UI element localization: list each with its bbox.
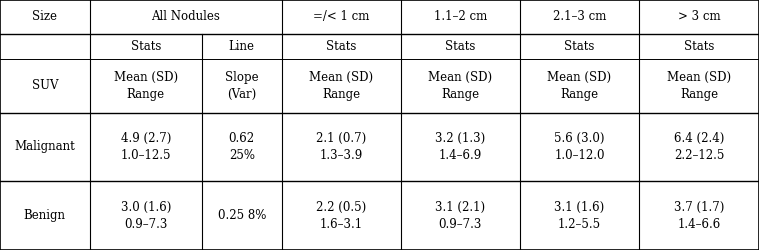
Text: 2.2 (0.5)
1.6–3.1: 2.2 (0.5) 1.6–3.1 <box>316 200 367 230</box>
Text: Stats: Stats <box>445 40 476 53</box>
Text: All Nodules: All Nodules <box>151 10 220 24</box>
Text: Stats: Stats <box>131 40 161 53</box>
Text: 0.25 8%: 0.25 8% <box>218 209 266 222</box>
Text: 3.1 (2.1)
0.9–7.3: 3.1 (2.1) 0.9–7.3 <box>435 200 486 230</box>
Text: SUV: SUV <box>32 79 58 92</box>
Text: 3.2 (1.3)
1.4–6.9: 3.2 (1.3) 1.4–6.9 <box>435 132 486 162</box>
Text: Mean (SD)
Range: Mean (SD) Range <box>547 70 612 101</box>
Text: Stats: Stats <box>684 40 714 53</box>
Text: Mean (SD)
Range: Mean (SD) Range <box>309 70 373 101</box>
Text: Mean (SD)
Range: Mean (SD) Range <box>114 70 178 101</box>
Text: 2.1 (0.7)
1.3–3.9: 2.1 (0.7) 1.3–3.9 <box>316 132 367 162</box>
Text: 1.1–2 cm: 1.1–2 cm <box>433 10 487 24</box>
Text: Size: Size <box>33 10 57 24</box>
Text: Stats: Stats <box>564 40 595 53</box>
Text: > 3 cm: > 3 cm <box>678 10 720 24</box>
Text: Stats: Stats <box>326 40 357 53</box>
Text: 6.4 (2.4)
2.2–12.5: 6.4 (2.4) 2.2–12.5 <box>674 132 724 162</box>
Text: 5.6 (3.0)
1.0–12.0: 5.6 (3.0) 1.0–12.0 <box>554 132 605 162</box>
Text: 3.1 (1.6)
1.2–5.5: 3.1 (1.6) 1.2–5.5 <box>554 200 605 230</box>
Text: Malignant: Malignant <box>14 140 75 153</box>
Text: 3.7 (1.7)
1.4–6.6: 3.7 (1.7) 1.4–6.6 <box>674 200 724 230</box>
Text: 2.1–3 cm: 2.1–3 cm <box>553 10 606 24</box>
Text: =/< 1 cm: =/< 1 cm <box>313 10 370 24</box>
Text: Benign: Benign <box>24 209 66 222</box>
Text: 4.9 (2.7)
1.0–12.5: 4.9 (2.7) 1.0–12.5 <box>121 132 171 162</box>
Text: Mean (SD)
Range: Mean (SD) Range <box>428 70 493 101</box>
Text: 0.62
25%: 0.62 25% <box>228 132 255 162</box>
Text: Slope
(Var): Slope (Var) <box>225 70 259 101</box>
Text: Line: Line <box>228 40 255 53</box>
Text: 3.0 (1.6)
0.9–7.3: 3.0 (1.6) 0.9–7.3 <box>121 200 171 230</box>
Text: Mean (SD)
Range: Mean (SD) Range <box>667 70 731 101</box>
